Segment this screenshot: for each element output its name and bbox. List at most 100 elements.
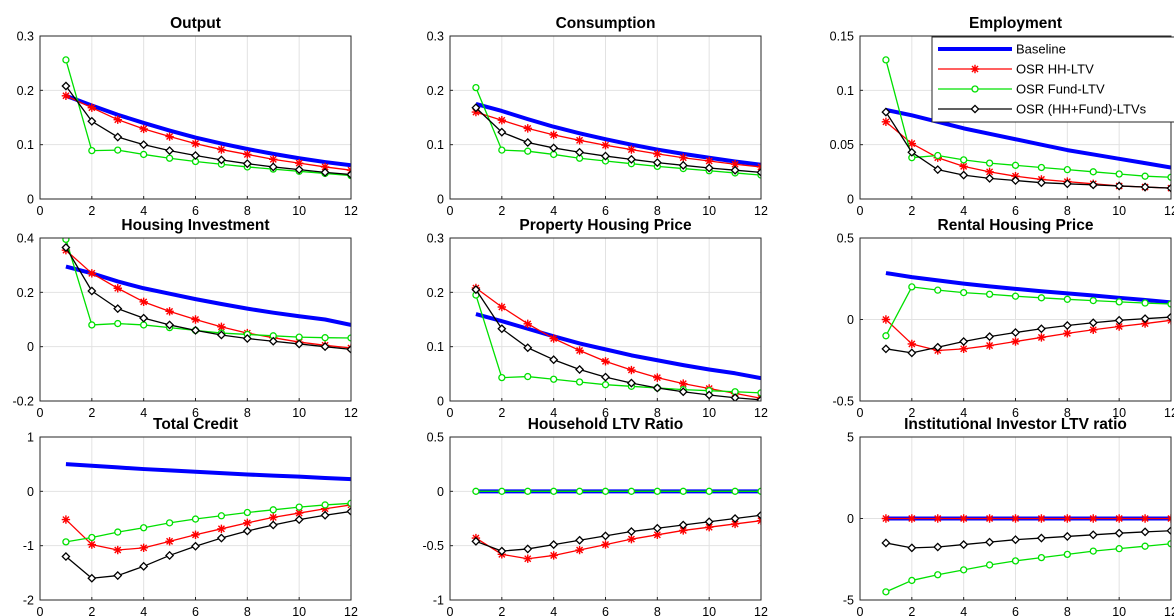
series-osr-hh-fund-ltvs-point [678,520,688,530]
legend-entry-osr-hh-fund-ltvs: OSR (HH+Fund)-LTVs [938,102,1147,117]
series-osr-fund-ltv-point [985,159,994,167]
series-baseline-line [885,271,1171,305]
series-osr-hh-fund-ltvs-point [678,387,688,397]
series-osr-hh-ltv-point [523,319,532,329]
series-osr-hh-fund-ltvs-point [575,364,585,375]
series-osr-hh-ltv-point [61,91,71,100]
series-osr-hh-ltv-line [475,287,761,399]
series-osr-hh-ltv-point [294,158,304,168]
series-osr-fund-ltv-point [1141,542,1149,550]
series-osr-hh-fund-ltvs-point [756,510,761,520]
axes-frame [39,436,352,601]
x-tick-label: 12 [1164,605,1174,616]
series-osr-hh-ltv-point [907,139,917,148]
x-tick-label: 10 [1112,605,1126,616]
y-tick-label: -0.5 [422,539,444,553]
series-osr-hh-fund-ltvs-point [87,286,97,296]
x-tick-label: 12 [1164,406,1174,420]
x-tick-label: 0 [857,406,864,420]
x-tick-label: 0 [37,406,44,420]
axes-frame [449,436,762,601]
series-osr-hh-fund-ltvs-point [471,285,481,295]
y-tick-label: 0.2 [17,84,34,98]
series-osr-hh-ltv-point [907,514,917,523]
series-osr-fund-ltv-point [1037,553,1046,562]
series-osr-fund-ltv-point [114,528,122,536]
series-group [61,56,351,180]
x-tick-label: 2 [88,406,95,420]
series-osr-hh-fund-ltvs-point [730,393,740,401]
x-tick-label: 0 [447,406,454,420]
y-tick-label: -0.2 [12,395,34,409]
legend-label: OSR Fund-LTV [1016,82,1105,97]
series-osr-hh-fund-ltvs-point [626,527,636,537]
series-osr-hh-fund-ltvs-point [139,561,149,571]
series-osr-fund-ltv-point [498,487,506,495]
series-osr-hh-ltv-point [1114,514,1124,523]
series-osr-hh-ltv-point [139,124,148,134]
series-osr-fund-ltv-point [1011,557,1020,565]
series-osr-hh-ltv-line [65,249,351,349]
y-tick-label: 0.05 [830,138,854,152]
series-osr-fund-ltv-point [498,146,506,154]
x-tick-label: 8 [244,204,251,218]
series-osr-hh-ltv-point [320,162,330,172]
series-osr-hh-fund-ltvs-point [600,372,611,382]
series-osr-hh-fund-ltvs-point [549,143,559,153]
y-tick-label: -2 [23,594,34,608]
series-osr-hh-ltv-point [191,315,200,324]
series-osr-hh-ltv-point [549,551,558,560]
series-osr-hh-ltv-point [191,530,200,539]
x-tick-label: 4 [140,406,147,420]
series-osr-hh-fund-ltvs-point [87,573,97,583]
series-osr-hh-ltv-line [65,504,351,551]
series-osr-hh-ltv-point [243,518,252,528]
panel-title: Rental Housing Price [938,217,1094,234]
y-tick-label: 0.15 [830,30,854,44]
series-osr-hh-fund-ltvs-point [1088,318,1098,328]
series-osr-hh-ltv-line [475,520,761,560]
series-osr-fund-ltv-point [1063,166,1071,174]
series-osr-hh-fund-ltvs-point [320,167,330,177]
series-osr-hh-fund-ltvs-line [475,289,761,401]
series-osr-fund-ltv-point [191,515,200,523]
legend-entry-baseline: Baseline [938,42,1066,57]
series-osr-hh-fund-ltvs-point [985,173,995,183]
series-osr-fund-ltv-point [882,588,890,596]
panel-title: Output [170,15,221,32]
x-tick-label: 12 [754,204,768,218]
series-osr-hh-fund-ltvs-point [756,395,761,401]
series-osr-hh-fund-ltvs-point [1062,531,1072,541]
x-tick-label: 4 [550,605,557,616]
series-osr-hh-fund-ltvs-point [959,540,969,550]
series-osr-hh-ltv-point [1089,514,1098,523]
series-osr-hh-fund-ltvs-point [268,336,278,346]
series-osr-hh-ltv-point [113,115,122,124]
series-osr-hh-fund-ltvs-point [216,155,226,165]
series-osr-hh-fund-ltvs-point [959,336,969,347]
series-osr-hh-fund-ltvs-point [985,332,995,342]
x-tick-label: 6 [602,605,609,616]
y-tick-label: 1 [27,431,34,445]
series-osr-fund-ltv-line [65,59,351,177]
series-osr-hh-ltv-point [269,155,278,164]
series-osr-hh-fund-ltvs-point [1114,181,1124,191]
series-osr-hh-fund-ltvs-point [497,127,507,137]
series-osr-hh-ltv-point [601,357,610,366]
series-osr-hh-fund-ltvs-point [1062,321,1072,331]
series-osr-hh-fund-ltvs-point [600,531,611,541]
series-osr-hh-fund-ltvs-point [1010,535,1021,545]
series-osr-hh-fund-ltvs-line [65,510,351,579]
series-osr-fund-ltv-point [1167,300,1171,308]
series-osr-fund-ltv-point [934,571,942,579]
series-osr-hh-ltv-point [1037,514,1046,523]
series-osr-fund-ltv-point [757,487,761,495]
series-osr-hh-fund-ltvs-line [65,247,351,351]
series-osr-fund-ltv-point [1063,295,1071,303]
series-osr-fund-ltv-point [321,501,329,509]
series-osr-fund-ltv-point [1037,294,1046,302]
axes-frame [449,237,762,402]
series-osr-hh-fund-ltvs-point [1036,178,1046,188]
x-tick-label: 6 [602,406,609,420]
